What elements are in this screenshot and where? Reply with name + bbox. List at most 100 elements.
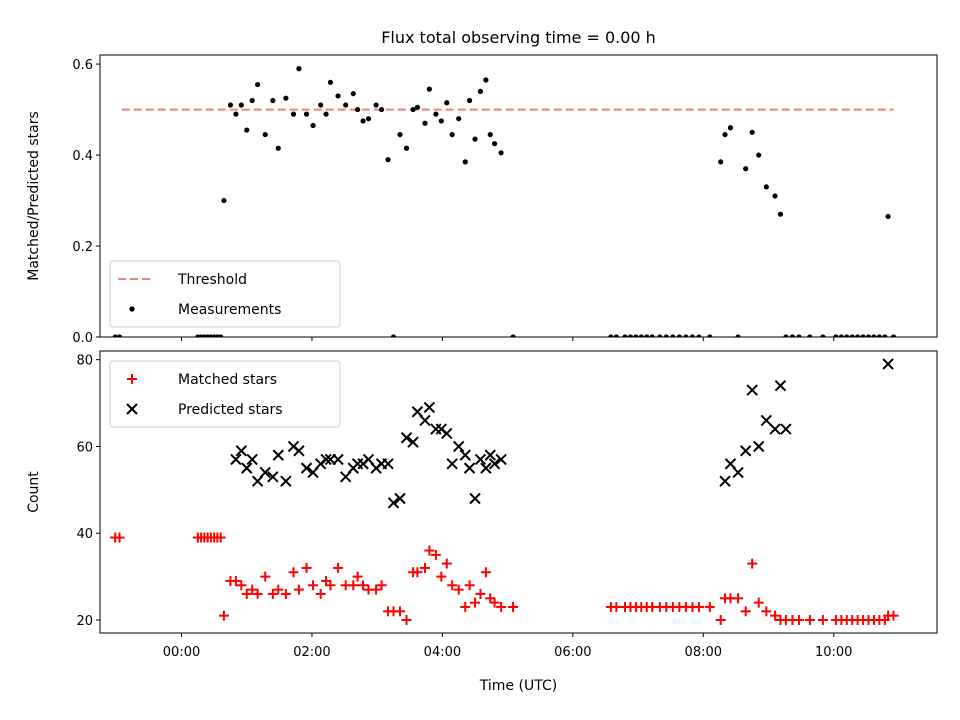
data-point — [495, 453, 507, 466]
data-point — [215, 532, 226, 543]
y-tick-label: 0.4 — [72, 149, 93, 164]
y-tick-label: 40 — [76, 527, 93, 542]
y-axis-label: Count — [26, 471, 42, 513]
data-point — [426, 86, 432, 92]
data-point — [761, 606, 772, 617]
data-point — [488, 458, 501, 470]
data-point — [360, 118, 366, 124]
data-point — [423, 401, 436, 414]
data-point — [498, 150, 504, 156]
data-point — [114, 532, 125, 543]
series-predicted-stars — [230, 358, 894, 509]
data-point — [270, 97, 276, 104]
data-point — [689, 334, 696, 337]
data-point — [882, 334, 888, 337]
data-point — [622, 334, 628, 337]
data-point — [733, 593, 744, 604]
series-measurements — [112, 66, 897, 337]
y-tick-label: 60 — [76, 440, 93, 455]
data-point — [844, 334, 850, 337]
data-point — [371, 584, 382, 595]
data-point — [510, 334, 516, 337]
data-point — [241, 462, 253, 474]
data-point — [774, 380, 787, 392]
data-point — [693, 601, 704, 612]
data-point — [272, 449, 284, 461]
data-point — [260, 571, 271, 582]
data-point — [469, 492, 481, 505]
data-point — [732, 466, 744, 479]
data-point — [463, 462, 476, 474]
data-point — [715, 614, 726, 625]
data-point — [772, 193, 778, 199]
data-point — [747, 558, 758, 569]
data-point — [796, 334, 802, 337]
data-point — [249, 97, 255, 104]
data-point — [221, 197, 227, 204]
data-point — [644, 334, 650, 337]
legend-label: Threshold — [177, 272, 247, 288]
data-point — [116, 334, 123, 337]
data-point — [735, 334, 741, 337]
data-point — [365, 116, 372, 122]
data-point — [424, 545, 435, 556]
data-point — [472, 136, 478, 142]
data-point — [777, 211, 784, 217]
data-point — [293, 445, 305, 457]
data-point — [763, 184, 769, 190]
data-point — [707, 334, 713, 337]
data-point — [657, 334, 663, 337]
data-point — [743, 166, 749, 172]
data-point — [485, 593, 496, 604]
x-tick-label: 02:00 — [293, 645, 330, 660]
data-point — [438, 118, 444, 124]
data-point — [235, 445, 248, 457]
legend: Matched stars Predicted stars — [109, 360, 341, 428]
data-point — [460, 601, 471, 612]
data-point — [436, 571, 447, 582]
data-point — [227, 102, 234, 108]
plot-area-1 — [112, 66, 897, 337]
data-point — [262, 131, 268, 138]
data-point — [817, 614, 828, 625]
plot-area-2 — [110, 358, 899, 625]
data-point — [321, 575, 332, 586]
data-point — [230, 575, 241, 586]
data-point — [613, 334, 619, 337]
x-axis-label: Time (UTC) — [479, 678, 557, 694]
data-point — [783, 334, 789, 337]
data-point — [407, 436, 419, 448]
data-point — [489, 597, 500, 608]
data-point — [355, 106, 361, 113]
data-point — [480, 567, 491, 578]
data-point — [403, 145, 410, 151]
data-point — [453, 440, 465, 453]
data-point — [470, 597, 481, 608]
data-point — [508, 601, 519, 612]
data-point — [218, 334, 224, 337]
data-point — [290, 111, 297, 117]
data-point — [323, 111, 329, 117]
y-tick-label: 80 — [76, 354, 93, 369]
data-point — [273, 584, 284, 595]
data-point — [236, 580, 247, 591]
data-point — [804, 614, 815, 625]
data-point — [283, 95, 289, 101]
data-point — [430, 549, 441, 560]
legend-label: Predicted stars — [178, 402, 283, 418]
data-point — [343, 102, 349, 108]
data-point — [722, 131, 728, 138]
data-point — [320, 453, 332, 466]
data-point — [638, 334, 644, 337]
axes-frame — [99, 54, 938, 338]
data-point — [663, 334, 669, 337]
data-point — [464, 580, 475, 591]
data-point — [444, 100, 450, 106]
data-point — [487, 131, 493, 138]
data-point — [683, 334, 689, 337]
data-point — [876, 334, 882, 337]
data-point — [491, 141, 498, 147]
data-point — [739, 445, 752, 457]
data-point — [696, 334, 702, 337]
y-tick-label: 0.6 — [72, 58, 93, 73]
